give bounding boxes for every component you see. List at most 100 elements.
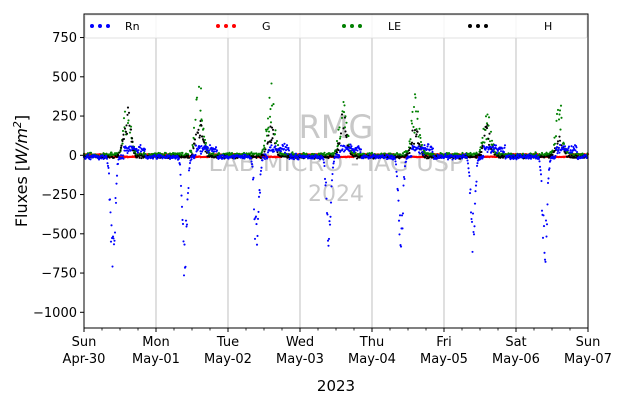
- point-Rn: [547, 177, 550, 180]
- point-LE: [204, 141, 208, 145]
- point-Rn: [105, 155, 108, 159]
- point-Rn: [285, 144, 289, 147]
- point-LE: [488, 140, 492, 143]
- point-H: [410, 141, 414, 144]
- point-Rn: [143, 148, 147, 151]
- point-Rn: [149, 157, 152, 160]
- point-H: [108, 156, 111, 159]
- point-Rn: [464, 153, 467, 156]
- point-LE: [414, 110, 418, 113]
- point-H: [124, 130, 128, 133]
- point-H: [120, 144, 123, 147]
- point-Rn: [535, 153, 538, 157]
- point-H: [259, 157, 263, 160]
- point-Rn: [215, 149, 219, 152]
- point-Rn: [545, 223, 549, 226]
- point-LE: [199, 87, 203, 90]
- point-Rn: [491, 145, 495, 148]
- point-LE: [274, 129, 277, 132]
- y-tick-label-6: −750: [41, 267, 77, 282]
- y-tick-label-2: 250: [52, 110, 77, 125]
- point-LE: [498, 152, 501, 155]
- point-Rn: [127, 150, 130, 153]
- point-Rn: [322, 158, 325, 161]
- point-Rn: [102, 157, 105, 160]
- point-LE: [419, 136, 422, 139]
- legend-marker-H: [476, 24, 480, 28]
- x-tick-label-day-6: Sat: [505, 335, 526, 350]
- point-Rn: [357, 145, 360, 148]
- point-Rn: [196, 148, 200, 151]
- point-LE: [121, 142, 124, 145]
- point-H: [126, 106, 130, 109]
- legend-item-H: H: [468, 20, 552, 33]
- point-Rn: [180, 194, 183, 197]
- point-LE: [557, 118, 561, 121]
- point-Rn: [114, 196, 117, 200]
- point-LE: [178, 152, 182, 155]
- point-Rn: [251, 165, 254, 168]
- point-Rn: [250, 160, 253, 163]
- point-Rn: [339, 144, 343, 147]
- point-Rn: [468, 192, 472, 195]
- point-LE: [340, 116, 344, 119]
- point-LE: [418, 134, 422, 137]
- point-LE: [432, 152, 435, 155]
- point-H: [267, 134, 270, 137]
- x-tick-label-date-2: May-02: [204, 352, 252, 367]
- point-H: [201, 138, 205, 141]
- point-LE: [305, 152, 308, 155]
- point-Rn: [542, 214, 545, 217]
- point-Rn: [466, 159, 469, 162]
- point-H: [129, 128, 133, 131]
- point-LE: [268, 115, 272, 118]
- point-Rn: [86, 155, 90, 158]
- y-axis-label-base: Fluxes [: [12, 165, 31, 227]
- point-Rn: [254, 215, 258, 218]
- point-LE: [129, 125, 133, 128]
- point-Rn: [188, 161, 192, 165]
- point-Rn: [186, 192, 190, 195]
- point-LE: [128, 131, 132, 134]
- x-tick-label-day-5: Fri: [436, 335, 452, 350]
- point-Rn: [499, 150, 503, 153]
- y-axis-label-close: ]: [12, 115, 31, 121]
- point-H: [339, 132, 343, 135]
- point-Rn: [504, 157, 507, 160]
- point-H: [408, 151, 411, 155]
- y-axis-label: Fluxes [W/m2]: [11, 115, 31, 227]
- point-Rn: [214, 148, 217, 151]
- point-Rn: [435, 157, 439, 160]
- point-LE: [270, 82, 273, 85]
- point-Rn: [471, 250, 474, 253]
- point-Rn: [200, 144, 203, 148]
- point-H: [327, 156, 330, 160]
- point-Rn: [128, 145, 132, 148]
- point-Rn: [538, 160, 541, 163]
- point-Rn: [544, 219, 548, 222]
- point-Rn: [255, 243, 259, 246]
- point-Rn: [287, 146, 290, 150]
- legend-marker-Rn: [106, 24, 110, 28]
- point-LE: [142, 151, 146, 154]
- point-LE: [181, 151, 184, 155]
- point-Rn: [349, 143, 352, 146]
- point-Rn: [113, 239, 116, 242]
- point-H: [497, 154, 500, 157]
- point-H: [558, 135, 561, 138]
- point-Rn: [472, 233, 476, 236]
- point-Rn: [557, 149, 560, 152]
- point-Rn: [182, 274, 186, 277]
- point-Rn: [377, 157, 380, 160]
- point-Rn: [115, 174, 119, 177]
- x-tick-label-date-1: May-01: [132, 352, 180, 367]
- point-Rn: [475, 164, 479, 167]
- point-LE: [268, 96, 271, 99]
- point-Rn: [268, 149, 271, 152]
- point-Rn: [266, 155, 269, 159]
- point-Rn: [543, 258, 547, 261]
- legend-item-Rn: Rn: [90, 20, 140, 33]
- point-Rn: [430, 146, 433, 149]
- point-Rn: [122, 157, 125, 160]
- point-H: [263, 150, 266, 153]
